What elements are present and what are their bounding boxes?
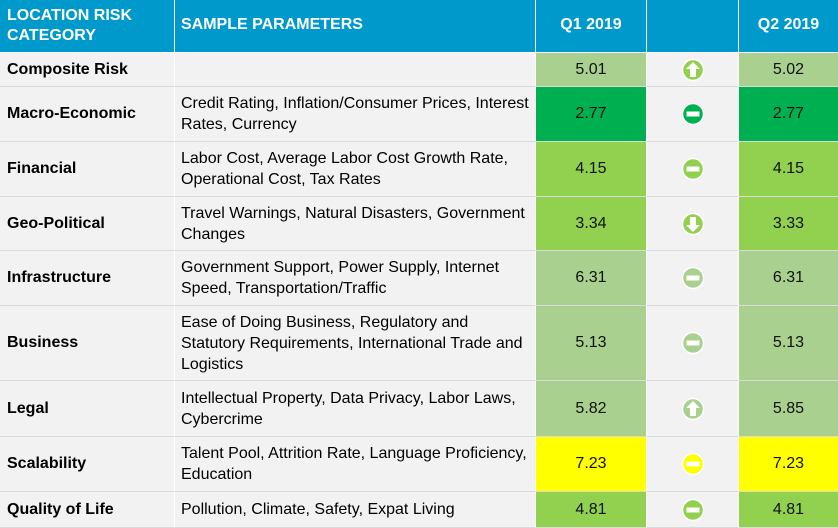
trend-cell (647, 142, 739, 197)
header-trend (647, 0, 739, 53)
risk-category-cell: Quality of Life (0, 492, 175, 528)
header-q1-2019: Q1 2019 (536, 0, 647, 53)
arrow-up-circle-icon (681, 397, 705, 421)
q1-2019-value: 6.31 (536, 251, 647, 306)
sample-parameters-cell: Talent Pool, Attrition Rate, Language Pr… (175, 437, 536, 492)
trend-cell (647, 251, 739, 306)
trend-cell (647, 306, 739, 381)
risk-category-cell: Scalability (0, 437, 175, 492)
risk-category-cell: Financial (0, 142, 175, 197)
sample-parameters-cell: Pollution, Climate, Safety, Expat Living (175, 492, 536, 528)
sample-parameters-cell: Government Support, Power Supply, Intern… (175, 251, 536, 306)
sample-parameters-cell (175, 53, 536, 87)
q1-2019-value: 5.13 (536, 306, 647, 381)
risk-category-cell: Infrastructure (0, 251, 175, 306)
trend-cell (647, 492, 739, 528)
minus-circle-icon (681, 102, 705, 126)
q2-2019-value: 4.81 (739, 492, 838, 528)
trend-cell (647, 87, 739, 142)
table-row: Geo-Political Travel Warnings, Natural Di… (0, 197, 838, 251)
q2-2019-value: 5.13 (739, 306, 838, 381)
table-row: Macro-Economic Credit Rating, Inflation/C… (0, 87, 838, 142)
q2-2019-value: 4.15 (739, 142, 838, 197)
table-row: Composite Risk 5.01 5.02 (0, 53, 838, 87)
risk-category-cell: Macro-Economic (0, 87, 175, 142)
trend-cell (647, 381, 739, 437)
table-row: Financial Labor Cost, Average Labor Cost … (0, 142, 838, 197)
table-row: Quality of Life Pollution, Climate, Safet… (0, 492, 838, 528)
sample-parameters-cell: Travel Warnings, Natural Disasters, Gove… (175, 197, 536, 251)
q2-2019-value: 7.23 (739, 437, 838, 492)
minus-circle-icon (681, 157, 705, 181)
q2-2019-value: 3.33 (739, 197, 838, 251)
trend-cell (647, 53, 739, 87)
minus-circle-icon (681, 266, 705, 290)
q1-2019-value: 5.01 (536, 53, 647, 87)
q1-2019-value: 2.77 (536, 87, 647, 142)
header-location-risk-category: LOCATION RISK CATEGORY (0, 0, 175, 53)
arrow-up-circle-icon (681, 58, 705, 82)
q2-2019-value: 5.02 (739, 53, 838, 87)
sample-parameters-cell: Credit Rating, Inflation/Consumer Prices… (175, 87, 536, 142)
q1-2019-value: 3.34 (536, 197, 647, 251)
trend-cell (647, 197, 739, 251)
minus-circle-icon (681, 452, 705, 476)
sample-parameters-cell: Ease of Doing Business, Regulatory and S… (175, 306, 536, 381)
table-row: Scalability Talent Pool, Attrition Rate, … (0, 437, 838, 492)
risk-category-cell: Legal (0, 381, 175, 437)
q1-2019-value: 5.82 (536, 381, 647, 437)
q1-2019-value: 7.23 (536, 437, 647, 492)
sample-parameters-cell: Intellectual Property, Data Privacy, Lab… (175, 381, 536, 437)
q2-2019-value: 2.77 (739, 87, 838, 142)
header-q2-2019: Q2 2019 (739, 0, 838, 53)
minus-circle-icon (681, 498, 705, 522)
table-row: Infrastructure Government Support, Power … (0, 251, 838, 306)
risk-category-cell: Business (0, 306, 175, 381)
risk-category-cell: Geo-Political (0, 197, 175, 251)
q1-2019-value: 4.15 (536, 142, 647, 197)
table-header-row: LOCATION RISK CATEGORY SAMPLE PARAMETERS… (0, 0, 838, 53)
trend-cell (647, 437, 739, 492)
risk-category-cell: Composite Risk (0, 53, 175, 87)
minus-circle-icon (681, 331, 705, 355)
q2-2019-value: 6.31 (739, 251, 838, 306)
header-sample-parameters: SAMPLE PARAMETERS (175, 0, 536, 53)
table-row: Business Ease of Doing Business, Regulato… (0, 306, 838, 381)
q1-2019-value: 4.81 (536, 492, 647, 528)
table-row: Legal Intellectual Property, Data Privacy… (0, 381, 838, 437)
arrow-down-circle-icon (681, 212, 705, 236)
q2-2019-value: 5.85 (739, 381, 838, 437)
sample-parameters-cell: Labor Cost, Average Labor Cost Growth Ra… (175, 142, 536, 197)
